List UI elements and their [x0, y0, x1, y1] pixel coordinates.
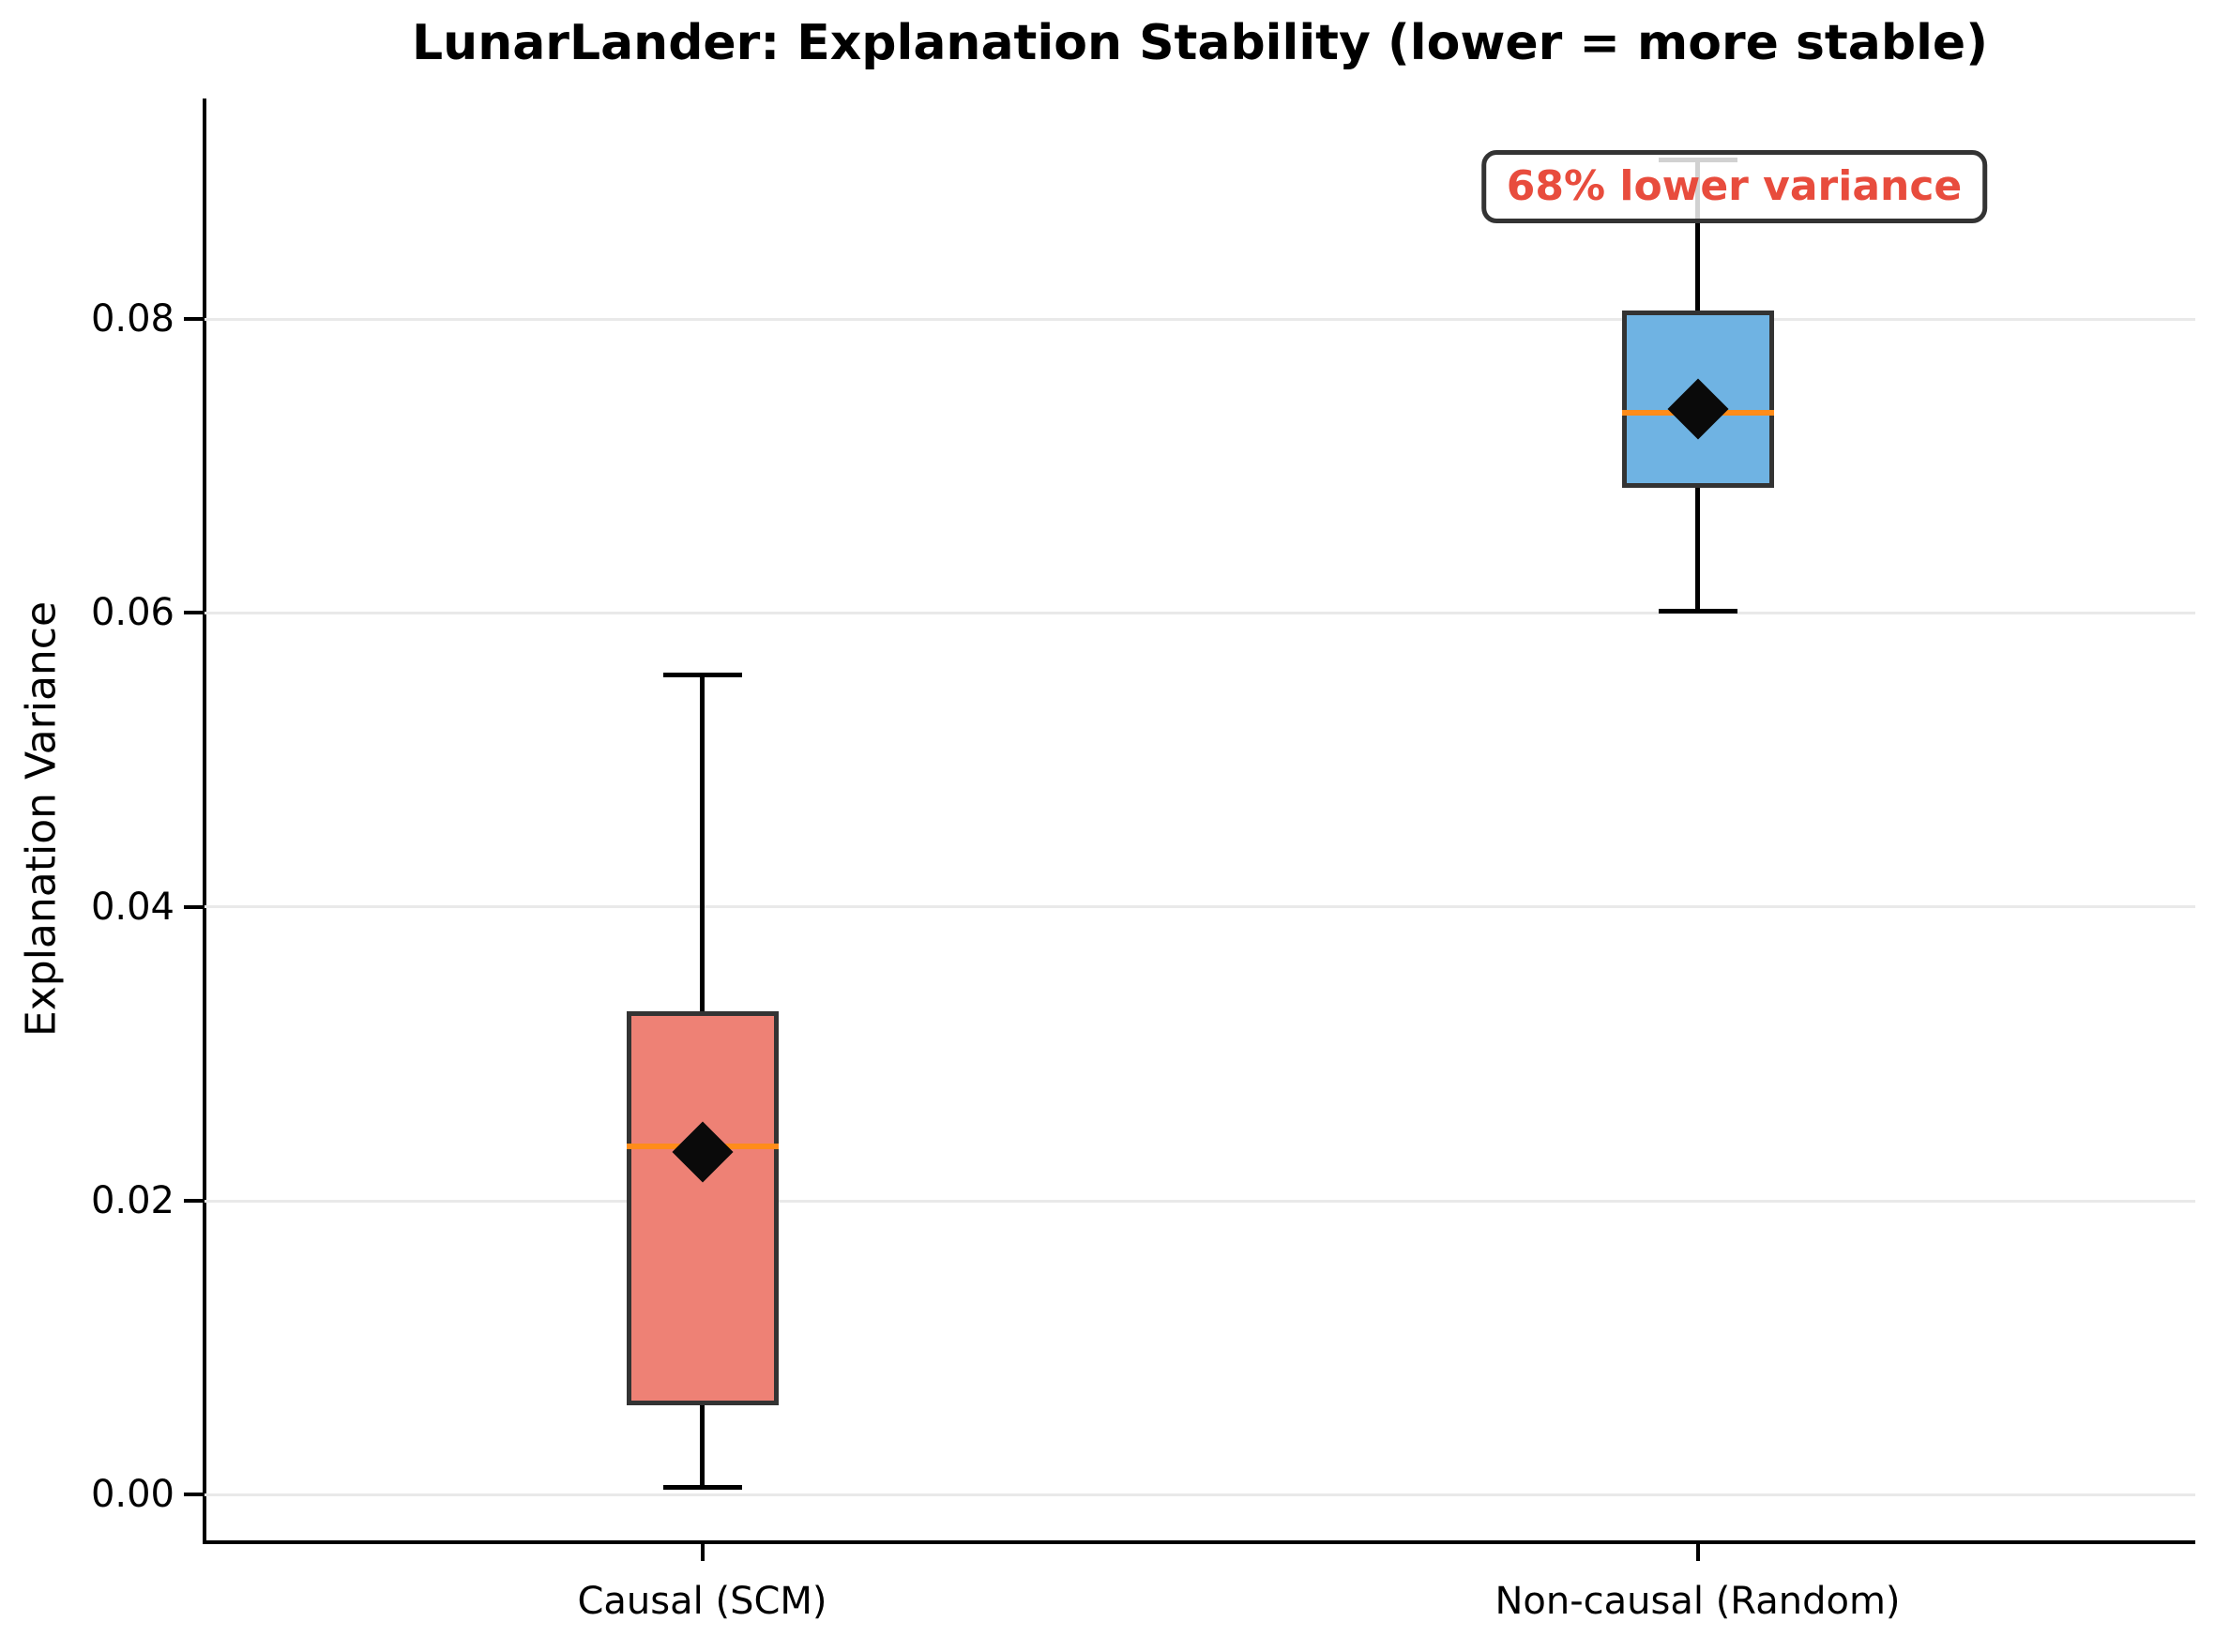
- whisker-upper: [1695, 159, 1700, 311]
- whisker-lower: [1695, 488, 1700, 612]
- y-tick-mark: [184, 611, 205, 615]
- whisker-upper: [700, 674, 705, 1011]
- y-tick-mark: [184, 904, 205, 909]
- y-gridline: [205, 905, 2195, 909]
- y-tick-mark: [184, 1199, 205, 1204]
- y-tick-label: 0.04: [90, 885, 174, 929]
- y-gridline: [205, 611, 2195, 614]
- whisker-cap-lower: [662, 1485, 742, 1491]
- annotation-box: 68% lower variance: [1480, 150, 1988, 223]
- whisker-cap-lower: [1658, 609, 1737, 614]
- y-tick-label: 0.02: [90, 1179, 174, 1223]
- x-tick-label: Non-causal (Random): [1494, 1580, 1901, 1623]
- y-axis-label: Explanation Variance: [17, 600, 66, 1038]
- chart-title: LunarLander: Explanation Stability (lowe…: [412, 15, 1988, 71]
- whisker-lower: [700, 1404, 705, 1488]
- y-gridline: [205, 1199, 2195, 1203]
- y-axis-spine: [203, 99, 206, 1544]
- y-tick-label: 0.06: [90, 591, 174, 635]
- whisker-cap-upper: [662, 672, 742, 677]
- y-gridline: [205, 1493, 2195, 1496]
- y-tick-mark: [184, 1493, 205, 1497]
- iqr-box: [626, 1010, 779, 1405]
- y-tick-label: 0.08: [90, 297, 174, 341]
- y-gridline: [205, 317, 2195, 321]
- y-tick-label: 0.00: [90, 1473, 174, 1517]
- x-tick-mark: [1695, 1544, 1700, 1561]
- x-axis-spine: [203, 1540, 2195, 1544]
- x-tick-mark: [700, 1544, 705, 1561]
- x-tick-label: Causal (SCM): [577, 1580, 827, 1623]
- y-tick-mark: [184, 317, 205, 321]
